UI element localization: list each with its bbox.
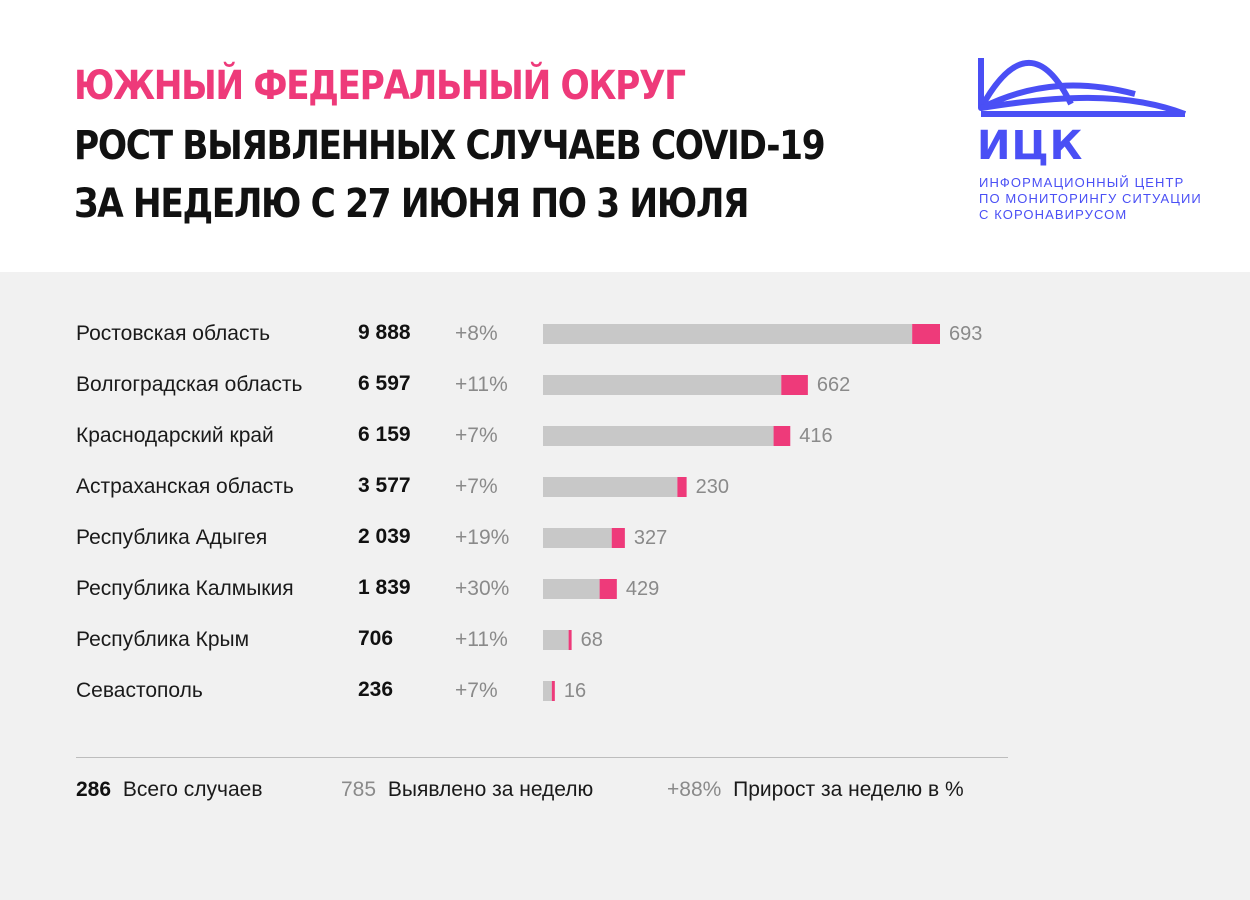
bar-base <box>543 375 782 395</box>
table-row: Волгоградская область 6 597 +11% <box>0 369 1250 399</box>
summary-growth-label: Прирост за неделю в % <box>733 778 964 801</box>
header: ЮЖНЫЙ ФЕДЕРАЛЬНЫЙ ОКРУГ РОСТ ВЫЯВЛЕННЫХ … <box>0 0 1250 272</box>
bar-weekly-increase <box>611 528 625 548</box>
summary-total: 286 Всего случаев <box>76 778 263 802</box>
region-growth: +30% <box>455 577 510 600</box>
bar-base <box>543 426 774 446</box>
table-row: Севастополь 236 +7% <box>0 675 1250 705</box>
bar-weekly-increase <box>677 477 687 497</box>
bar-weekly-increase <box>551 681 555 701</box>
region-name: Республика Адыгея <box>76 526 268 549</box>
region-name: Ростовская область <box>76 322 271 345</box>
region-name: Волгоградская область <box>76 373 303 396</box>
region-total: 1 839 <box>358 576 411 599</box>
summary-total-value: 286 <box>76 778 112 801</box>
region-growth: +7% <box>455 424 498 447</box>
bar-base <box>543 681 552 701</box>
region-growth: +19% <box>455 526 510 549</box>
region-total: 6 159 <box>358 423 411 446</box>
region-name: Республика Калмыкия <box>76 577 294 600</box>
bar-value-label: 327 <box>634 527 667 549</box>
region-total: 706 <box>358 627 394 650</box>
region-name: Севастополь <box>76 679 203 702</box>
summary-week-value: 785 <box>341 778 377 801</box>
region-total: 6 597 <box>358 372 411 395</box>
bar-base <box>543 630 569 650</box>
divider <box>76 757 1008 758</box>
bar-value-label: 693 <box>949 323 982 345</box>
bar-value-label: 662 <box>817 374 850 396</box>
region-name: Краснодарский край <box>76 424 274 447</box>
region-total: 236 <box>358 678 394 701</box>
title-period: ЗА НЕДЕЛЮ С 27 ИЮНЯ ПО 3 ИЮЛЯ <box>74 181 750 227</box>
table-row: Ростовская область 9 888 +8% <box>0 318 1250 348</box>
table-row: Республика Адыгея 2 039 +19% <box>0 522 1250 552</box>
logo-subtitle-3: С КОРОНАВИРУСОМ <box>979 207 1128 222</box>
bar-weekly-increase <box>781 375 808 395</box>
title-main: РОСТ ВЫЯВЛЕННЫХ СЛУЧАЕВ COVID-19 <box>74 123 826 169</box>
bar-value-label: 68 <box>581 629 603 651</box>
table-row: Республика Калмыкия 1 839 +30% <box>0 573 1250 603</box>
region-growth: +11% <box>455 373 508 396</box>
region-total: 2 039 <box>358 525 411 548</box>
region-growth: +11% <box>455 628 508 651</box>
logo-abbreviation: ИЦК <box>977 123 1084 169</box>
region-growth: +7% <box>455 679 498 702</box>
bar-value-label: 429 <box>626 578 659 600</box>
bar-weekly-increase <box>912 324 940 344</box>
logo-subtitle-2: ПО МОНИТОРИНГУ СИТУАЦИИ <box>979 191 1202 206</box>
region-total: 9 888 <box>358 321 411 344</box>
table-row: Астраханская область 3 577 +7% <box>0 471 1250 501</box>
bar-base <box>543 579 600 599</box>
region-growth: +8% <box>455 322 498 345</box>
logo-subtitle-1: ИНФОРМАЦИОННЫЙ ЦЕНТР <box>979 175 1185 190</box>
ick-logo: ИЦК ИНФОРМАЦИОННЫЙ ЦЕНТР ПО МОНИТОРИНГУ … <box>975 56 1205 236</box>
bar-base <box>543 528 612 548</box>
bar-weekly-increase <box>773 426 791 446</box>
region-name: Республика Крым <box>76 628 250 651</box>
bar-weekly-increase <box>599 579 617 599</box>
summary-week: 785 Выявлено за неделю <box>341 778 593 802</box>
title-region: ЮЖНЫЙ ФЕДЕРАЛЬНЫЙ ОКРУГ <box>74 63 686 109</box>
logo-curves-icon <box>978 58 1187 117</box>
summary-week-label: Выявлено за неделю <box>387 778 594 801</box>
bar-base <box>543 477 678 497</box>
bar-weekly-increase <box>568 630 572 650</box>
summary-growth: +88% Прирост за неделю в % <box>667 778 964 802</box>
summary-total-label: Всего случаев <box>122 778 263 801</box>
table-row: Краснодарский край 6 159 +7% <box>0 420 1250 450</box>
bar-value-label: 230 <box>696 476 729 498</box>
summary-growth-value: +88% <box>667 778 722 801</box>
region-name: Астраханская область <box>76 475 294 498</box>
bar-value-label: 416 <box>799 425 832 447</box>
bar-base <box>543 324 913 344</box>
table-row: Республика Крым 706 +11% <box>0 624 1250 654</box>
region-total: 3 577 <box>358 474 411 497</box>
bar-value-label: 16 <box>564 680 586 702</box>
region-growth: +7% <box>455 475 498 498</box>
